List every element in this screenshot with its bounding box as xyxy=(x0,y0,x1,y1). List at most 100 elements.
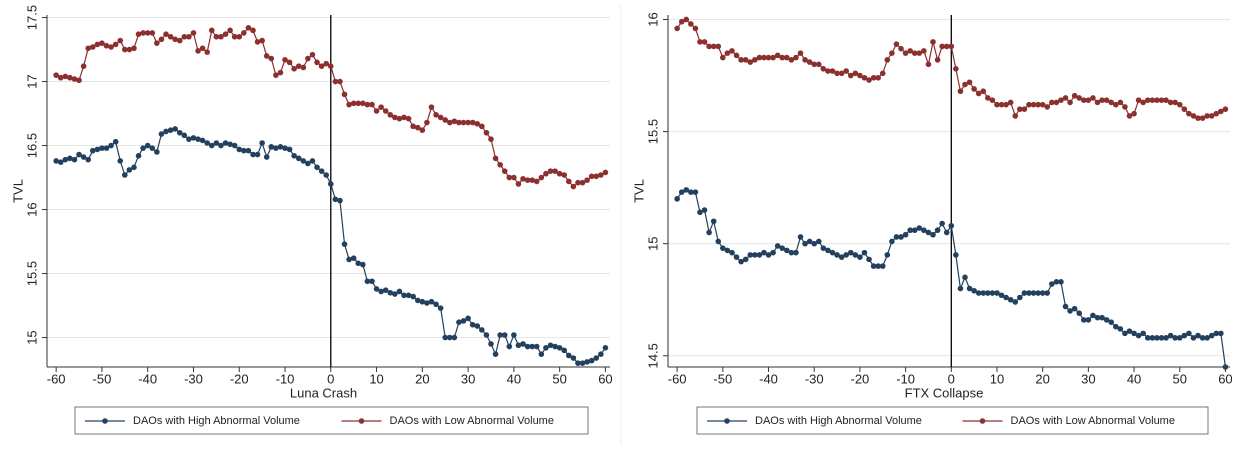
point xyxy=(67,155,73,162)
x-tick-label: 20 xyxy=(415,371,429,386)
x-tick-label: 10 xyxy=(369,371,383,386)
x-tick-label: -60 xyxy=(668,371,687,386)
point xyxy=(797,50,804,56)
point xyxy=(1190,335,1197,341)
point xyxy=(866,77,872,83)
point xyxy=(295,155,302,162)
point xyxy=(543,345,549,351)
x-tick-label: 30 xyxy=(1081,371,1095,386)
y-tick-label: 15 xyxy=(24,330,39,344)
y-tick-label: 16 xyxy=(24,202,39,216)
point xyxy=(720,245,726,251)
point xyxy=(479,123,485,130)
point xyxy=(683,16,690,23)
x-tick-label: -50 xyxy=(713,371,732,386)
point xyxy=(204,49,211,55)
point xyxy=(870,74,877,81)
point xyxy=(190,30,197,36)
point xyxy=(829,68,836,74)
point xyxy=(263,154,270,160)
point xyxy=(318,63,325,69)
point xyxy=(948,222,955,229)
x-tick-label: 40 xyxy=(1127,371,1141,386)
point xyxy=(957,285,964,292)
point xyxy=(149,145,156,151)
point xyxy=(579,179,586,186)
point xyxy=(428,104,435,110)
point xyxy=(1131,330,1137,337)
point xyxy=(85,45,91,52)
point xyxy=(460,119,467,126)
point xyxy=(332,196,339,203)
point xyxy=(825,68,831,74)
point xyxy=(552,343,558,350)
point xyxy=(939,43,945,50)
point xyxy=(53,158,59,164)
point xyxy=(1222,106,1229,112)
point xyxy=(241,30,247,36)
point xyxy=(902,50,909,56)
point xyxy=(373,108,380,114)
point xyxy=(930,39,936,45)
point xyxy=(1080,97,1087,103)
point xyxy=(85,156,91,163)
legend: DAOs with High Abnormal Volume DAOs with … xyxy=(696,406,1209,435)
point xyxy=(158,36,165,43)
x-tick-label: 20 xyxy=(1035,371,1049,386)
point xyxy=(1062,95,1069,101)
point xyxy=(80,154,87,160)
point xyxy=(387,112,394,118)
point xyxy=(158,131,165,137)
point xyxy=(838,70,845,77)
point xyxy=(172,36,178,43)
point xyxy=(135,31,142,37)
point xyxy=(433,301,439,308)
point xyxy=(1158,335,1165,341)
point xyxy=(154,149,160,155)
point xyxy=(1135,97,1142,103)
point xyxy=(779,245,786,251)
point xyxy=(424,119,430,126)
point xyxy=(483,332,490,338)
point xyxy=(916,50,923,56)
point xyxy=(341,241,348,247)
point xyxy=(738,258,744,265)
y-tick-label: 15.5 xyxy=(24,261,39,286)
point xyxy=(893,41,900,47)
point xyxy=(1067,308,1073,314)
point xyxy=(1163,97,1169,103)
point xyxy=(103,145,110,151)
point xyxy=(456,119,462,126)
point xyxy=(552,168,558,174)
point xyxy=(934,227,941,234)
point xyxy=(1058,279,1064,285)
point xyxy=(529,343,535,350)
point xyxy=(222,31,229,37)
point xyxy=(898,234,904,240)
point xyxy=(227,27,233,34)
point xyxy=(318,168,325,174)
point xyxy=(706,43,712,50)
point xyxy=(291,153,297,159)
point xyxy=(497,161,503,168)
point xyxy=(774,52,781,59)
point xyxy=(231,142,238,149)
point xyxy=(186,136,192,142)
point xyxy=(190,135,197,141)
x-tick-label: -30 xyxy=(184,371,203,386)
x-tick-label: 60 xyxy=(1218,371,1232,386)
legend-marker xyxy=(358,418,365,424)
point xyxy=(770,249,776,256)
point xyxy=(870,263,877,269)
point xyxy=(756,252,763,258)
point xyxy=(511,174,517,181)
point xyxy=(236,146,243,153)
point xyxy=(254,151,261,158)
point xyxy=(1181,106,1188,112)
point xyxy=(277,144,284,150)
point xyxy=(538,174,545,181)
point xyxy=(1044,290,1051,296)
point xyxy=(701,207,708,213)
point xyxy=(1085,317,1092,323)
